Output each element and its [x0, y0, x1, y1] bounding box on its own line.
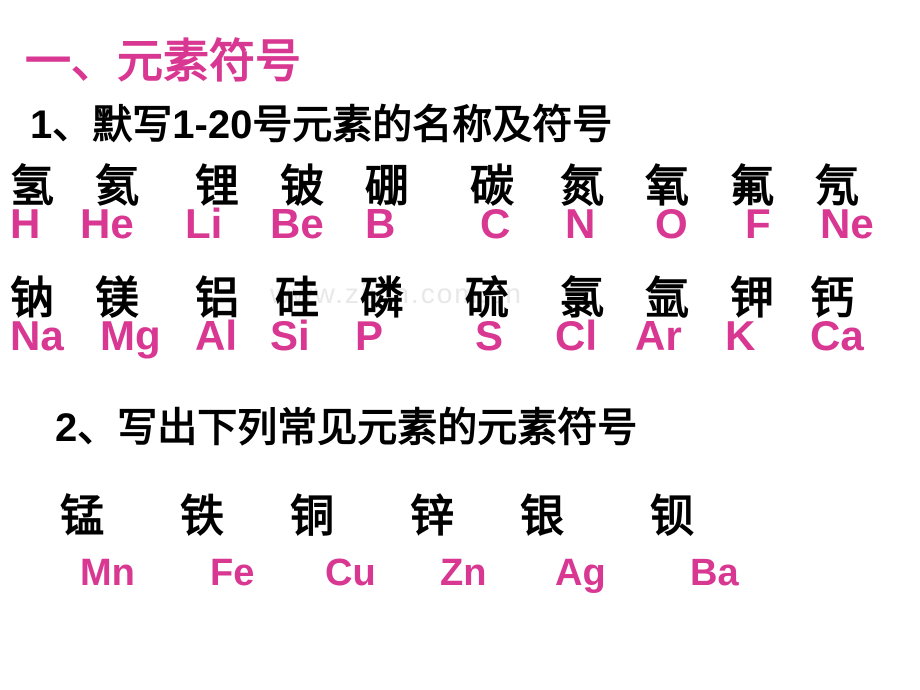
element-symbol-1-1: He: [80, 200, 185, 248]
subtitle-1-suffix: 号元素的名称及符号: [252, 102, 612, 147]
element-symbol-1-2: Li: [185, 200, 270, 248]
element-symbol-2-6: Cl: [555, 312, 635, 360]
element-symbol-1-8: F: [745, 200, 820, 248]
element-symbol-1-4: B: [365, 200, 480, 248]
subtitle-2-text: 、写出下列常见元素的元素符号: [77, 405, 637, 450]
element-symbol-2-7: Ar: [635, 312, 725, 360]
element-symbol-2-1: Mg: [100, 312, 195, 360]
element-symbol-1-3: Be: [270, 200, 365, 248]
element-symbol-3-1: Fe: [210, 552, 325, 595]
element-name-3-3: 锌: [410, 480, 520, 544]
element-row-1-symbols: HHeLiBeBCNOFNe: [10, 200, 910, 248]
element-symbol-1-5: C: [480, 200, 565, 248]
element-symbol-2-2: Al: [195, 312, 270, 360]
element-symbol-1-6: N: [565, 200, 655, 248]
subtitle-2-prefix: 2: [55, 406, 77, 450]
subtitle-1: 1、默写1-20号元素的名称及符号: [30, 92, 612, 150]
element-symbol-3-2: Cu: [325, 552, 440, 595]
element-name-3-2: 铜: [290, 480, 410, 544]
element-name-3-4: 银: [520, 480, 650, 544]
element-symbol-3-5: Ba: [690, 552, 790, 595]
subtitle-2: 2、写出下列常见元素的元素符号: [55, 395, 637, 453]
element-symbol-2-8: K: [725, 312, 810, 360]
element-symbol-2-3: Si: [270, 312, 355, 360]
subtitle-1-prefix: 1: [30, 103, 52, 147]
element-symbol-1-0: H: [10, 200, 80, 248]
element-name-3-5: 钡: [650, 480, 750, 544]
element-symbol-1-7: O: [655, 200, 745, 248]
element-symbol-2-9: Ca: [810, 312, 890, 360]
subtitle-1-num: 1-20: [172, 103, 252, 147]
element-symbol-3-4: Ag: [555, 552, 690, 595]
section-title: 一、元素符号: [25, 25, 301, 91]
element-row-3-symbols: MnFeCuZnAgBa: [80, 552, 880, 595]
element-name-3-1: 铁: [180, 480, 290, 544]
element-symbol-2-0: Na: [10, 312, 100, 360]
element-symbol-2-4: P: [355, 312, 475, 360]
element-name-3-0: 锰: [60, 480, 180, 544]
subtitle-1-text: 、默写: [52, 102, 172, 147]
element-row-3-chinese: 锰铁铜锌银钡: [60, 480, 860, 544]
element-row-2-symbols: NaMgAlSiPSClArKCa: [10, 312, 910, 360]
element-symbol-3-0: Mn: [80, 552, 210, 595]
element-symbol-1-9: Ne: [820, 200, 900, 248]
element-symbol-2-5: S: [475, 312, 555, 360]
element-symbol-3-3: Zn: [440, 552, 555, 595]
